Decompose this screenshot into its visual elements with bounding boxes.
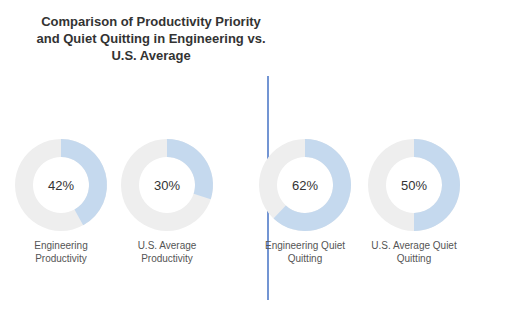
svg-text:Quitting: Quitting — [397, 253, 431, 264]
svg-text:Productivity: Productivity — [141, 253, 193, 264]
svg-text:42%: 42% — [48, 178, 74, 193]
svg-text:Comparison of Productivity Pri: Comparison of Productivity Priority — [41, 14, 261, 29]
svg-text:50%: 50% — [401, 178, 427, 193]
svg-text:U.S. Average: U.S. Average — [111, 48, 190, 63]
svg-text:Quitting: Quitting — [288, 253, 322, 264]
svg-text:62%: 62% — [292, 178, 318, 193]
svg-text:Engineering: Engineering — [34, 240, 87, 251]
svg-text:U.S. Average: U.S. Average — [138, 240, 197, 251]
svg-text:30%: 30% — [154, 178, 180, 193]
svg-text:Productivity: Productivity — [35, 253, 87, 264]
svg-text:U.S. Average Quiet: U.S. Average Quiet — [371, 240, 457, 251]
svg-text:Engineering Quiet: Engineering Quiet — [265, 240, 345, 251]
svg-text:and Quiet Quitting in Engineer: and Quiet Quitting in Engineering vs. — [37, 31, 266, 46]
